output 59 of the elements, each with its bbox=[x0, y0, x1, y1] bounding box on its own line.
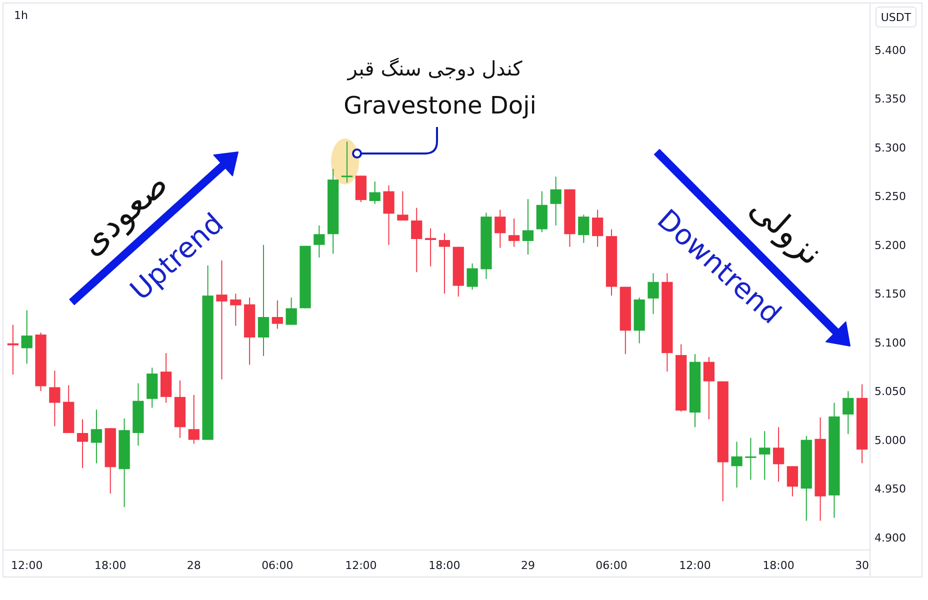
y-tick-label: 5.350 bbox=[874, 92, 906, 106]
y-tick-label: 4.900 bbox=[874, 531, 906, 544]
candlestick bbox=[258, 244, 270, 357]
x-tick-label: 30 bbox=[855, 559, 870, 572]
candlestick bbox=[786, 466, 798, 497]
candlestick bbox=[745, 437, 756, 480]
candlestick bbox=[759, 430, 770, 480]
candlestick bbox=[397, 190, 408, 222]
candlestick bbox=[21, 310, 32, 364]
candlestick bbox=[383, 184, 394, 246]
x-tick-label: 18:00 bbox=[428, 559, 460, 572]
candlestick bbox=[494, 209, 506, 248]
candlestick bbox=[230, 293, 242, 326]
candlestick bbox=[772, 426, 784, 482]
candlestick bbox=[90, 409, 102, 464]
y-axis-title: USDT bbox=[880, 11, 912, 24]
candlestick bbox=[731, 441, 742, 488]
candlestick bbox=[314, 224, 325, 258]
y-tick-label: 5.200 bbox=[874, 238, 906, 252]
candlestick bbox=[592, 209, 604, 248]
candlestick bbox=[578, 214, 590, 244]
x-tick-label: 29 bbox=[520, 559, 535, 572]
y-tick-label: 5.250 bbox=[874, 190, 906, 204]
candlestick bbox=[438, 232, 450, 294]
candlestick bbox=[76, 418, 88, 469]
candlestick bbox=[522, 198, 534, 256]
candlestick bbox=[703, 356, 715, 420]
x-tick-label: 18:00 bbox=[762, 559, 794, 572]
candlestick bbox=[550, 176, 562, 226]
candlestick bbox=[411, 207, 422, 273]
candlestick bbox=[49, 370, 60, 427]
candlestick bbox=[424, 228, 436, 267]
y-tick-label: 5.000 bbox=[874, 434, 906, 447]
y-tick-label: 5.300 bbox=[874, 141, 906, 154]
candlestick bbox=[369, 181, 380, 204]
y-tick-label: 5.400 bbox=[874, 44, 906, 57]
candlestick bbox=[341, 141, 353, 183]
x-tick-label: 18:00 bbox=[94, 559, 126, 572]
y-tick-label: 5.150 bbox=[874, 288, 906, 301]
candlestick bbox=[842, 390, 854, 434]
candlestick bbox=[466, 262, 478, 290]
candlestick bbox=[648, 272, 659, 315]
y-tick-label: 4.950 bbox=[874, 482, 906, 496]
y-tick-label: 5.100 bbox=[874, 336, 906, 350]
candlestick bbox=[286, 297, 297, 326]
y-tick-label: 5.050 bbox=[874, 385, 906, 398]
x-tick-label: 12:00 bbox=[11, 559, 43, 572]
candlestick bbox=[272, 300, 283, 330]
candlestick bbox=[188, 394, 200, 444]
x-tick-label: 12:00 bbox=[679, 559, 711, 572]
chart-title: 1h bbox=[14, 9, 28, 22]
x-tick-label: 28 bbox=[186, 559, 201, 572]
x-tick-label: 06:00 bbox=[596, 559, 628, 572]
annotation: Gravestone Doji bbox=[344, 92, 536, 120]
x-tick-label: 06:00 bbox=[262, 559, 294, 572]
annotation: کندل دوجی سنگ قبر bbox=[346, 56, 523, 80]
candlestick bbox=[508, 218, 520, 248]
candlestick bbox=[7, 324, 19, 376]
x-tick-label: 12:00 bbox=[345, 559, 377, 572]
